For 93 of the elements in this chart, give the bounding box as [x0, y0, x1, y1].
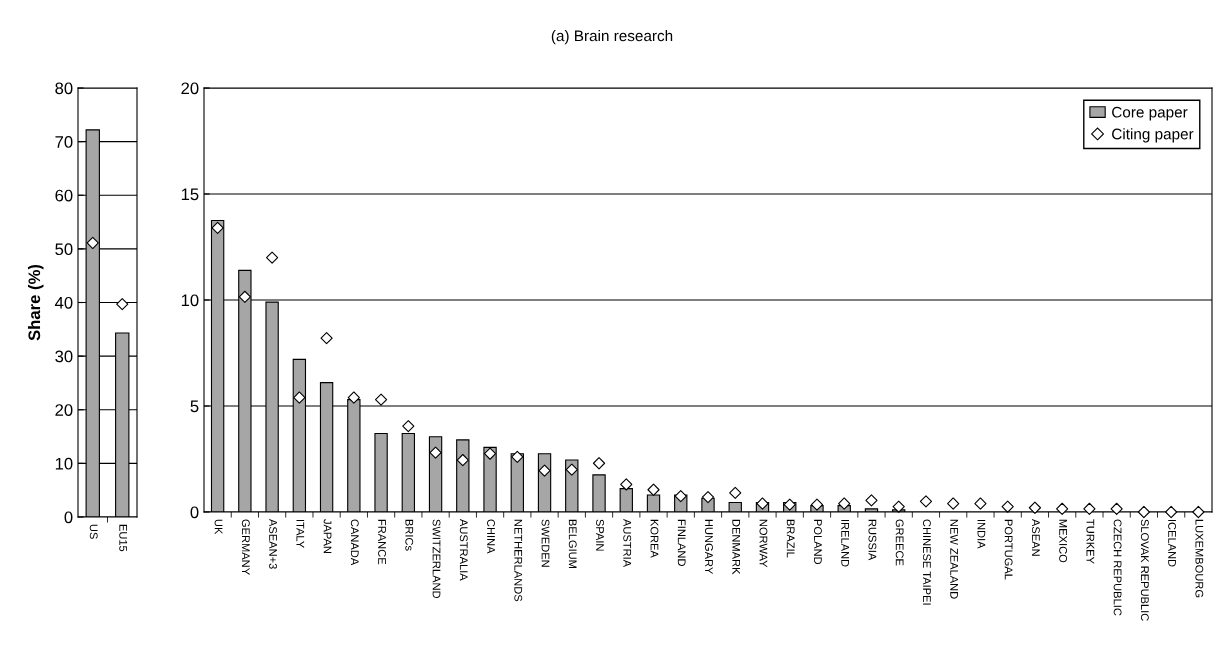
y-tick-label: 5 — [190, 400, 199, 413]
x-tick-label: TURKEY — [1086, 519, 1095, 564]
point — [810, 498, 824, 511]
point — [701, 491, 715, 504]
x-tick-label: NORWAY — [759, 519, 768, 568]
x-tick-label: EU15 — [119, 524, 128, 552]
x-tick-label: AUSTRIA — [623, 518, 632, 568]
point — [756, 497, 769, 510]
y-tick-label: 20 — [55, 404, 73, 416]
x-tick-label: PORTUGAL — [1004, 519, 1013, 580]
point — [647, 483, 660, 496]
point — [1028, 501, 1042, 514]
x-tick-label: JAPAN — [323, 519, 332, 554]
x-tick-label: FRANCE — [378, 519, 386, 565]
x-tick-label: ITALY — [296, 519, 305, 548]
point — [347, 391, 360, 404]
x-tick-label: NETHERLANDS — [514, 519, 523, 602]
x-tick-label: CANADA — [350, 519, 359, 566]
point — [974, 497, 987, 510]
y-tick-label: 15 — [181, 188, 199, 201]
y-tick-label: 30 — [55, 350, 73, 363]
y-tick-label: 70 — [55, 136, 73, 148]
x-tick-label: GREECE — [895, 519, 904, 566]
point — [865, 494, 878, 507]
point — [592, 457, 606, 470]
x-tick-label: CZECH REPUBLIC — [1113, 519, 1122, 616]
point — [1083, 502, 1096, 515]
point — [320, 332, 333, 345]
point — [1001, 500, 1014, 513]
point — [919, 495, 933, 508]
y-tick-label: 20 — [181, 82, 199, 95]
point — [620, 478, 633, 491]
x-tick-label: NEW ZEALAND — [950, 519, 958, 599]
x-tick-label: SWITZERLAND — [432, 519, 441, 599]
y-axis-title: Share (%) — [27, 264, 44, 341]
point — [293, 391, 306, 404]
x-tick-label: SWEDEN — [541, 519, 550, 567]
x-tick-label: UK — [214, 519, 223, 535]
y-tick-label: 10 — [55, 457, 73, 470]
x-tick-label: RUSSIA — [868, 519, 877, 561]
point — [511, 450, 524, 463]
x-tick-label: LUXEMBOURG — [1195, 519, 1204, 598]
point — [838, 497, 851, 510]
point — [565, 463, 578, 476]
x-tick-label: ICELAND — [1168, 519, 1177, 567]
point — [1137, 505, 1151, 519]
x-tick-label: POLAND — [813, 519, 822, 565]
x-tick-label: BRICs — [405, 519, 414, 551]
point — [947, 497, 960, 510]
point — [892, 500, 905, 513]
y-tick-label: 40 — [54, 296, 73, 309]
point — [402, 420, 415, 433]
point — [211, 221, 224, 235]
y-tick-label: 50 — [55, 243, 73, 256]
x-tick-label: SLOVAK REPUBLIC — [1140, 519, 1149, 621]
legend-label: Citing paper — [1112, 128, 1194, 143]
x-tick-label: BRAZIL — [786, 519, 795, 558]
x-tick-label: ASEAN+3 — [269, 518, 277, 569]
x-tick-label: INDIA — [977, 519, 986, 549]
chart-title: (a) Brain research — [551, 30, 673, 45]
point — [1110, 502, 1123, 515]
x-tick-label: IRELAND — [841, 519, 849, 567]
point — [483, 447, 497, 460]
x-tick-label: CHINA — [487, 519, 495, 554]
y-tick-label: 0 — [64, 511, 73, 524]
y-tick-label: 10 — [181, 294, 199, 307]
point — [729, 486, 742, 500]
y-tick-label: 0 — [190, 506, 199, 519]
x-tick-label: GERMANY — [241, 519, 250, 575]
x-tick-label: ASEAN — [1031, 518, 1040, 556]
point — [1056, 502, 1069, 515]
x-tick-label: DENMARK — [732, 519, 741, 575]
x-tick-label: MEXICO — [1059, 519, 1068, 563]
point — [674, 489, 687, 503]
point — [1165, 505, 1178, 519]
point — [1192, 505, 1205, 519]
x-tick-label: FINLAND — [677, 519, 686, 566]
point — [238, 290, 251, 303]
x-tick-label: KOREA — [650, 519, 659, 558]
x-tick-label: US — [89, 524, 98, 539]
x-tick-label: BELGIUM — [568, 519, 577, 569]
x-tick-label: AUSTRALIA — [459, 518, 468, 581]
x-tick-label: HUNGARY — [705, 519, 713, 575]
point — [265, 251, 279, 264]
legend-label: Core paper — [1112, 106, 1188, 121]
point — [456, 453, 469, 467]
point — [429, 446, 442, 459]
x-tick-label: SPAIN — [596, 519, 604, 551]
point — [538, 464, 551, 477]
y-tick-label: 60 — [55, 189, 73, 202]
x-tick-label: CHINESE TAIPEI — [922, 519, 931, 605]
y-tick-label: 80 — [55, 82, 73, 95]
point — [374, 393, 388, 406]
